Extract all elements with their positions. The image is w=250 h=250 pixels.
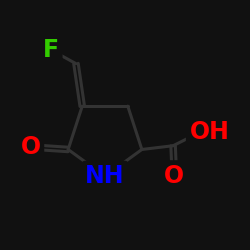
Text: O: O (164, 164, 184, 188)
Text: OH: OH (190, 120, 229, 144)
Text: O: O (20, 135, 41, 159)
Text: F: F (43, 38, 59, 62)
Text: NH: NH (85, 164, 125, 188)
